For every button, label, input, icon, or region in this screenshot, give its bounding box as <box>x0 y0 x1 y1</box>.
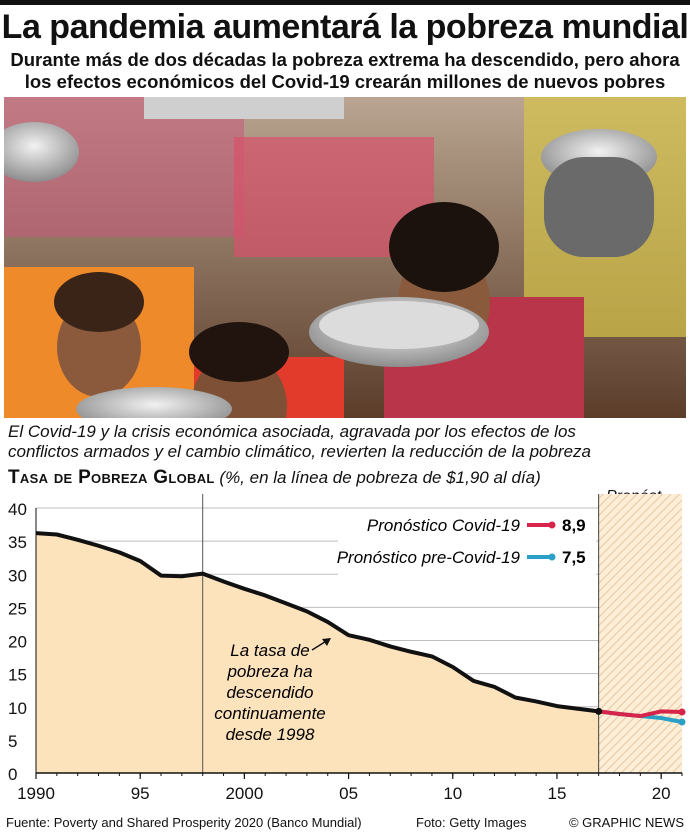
x-tick-label: 20 <box>652 784 671 803</box>
legend-value-covid: 8,9 <box>562 516 586 535</box>
page-title: La pandemia aumentará la pobreza mundial <box>1 8 689 46</box>
footer-photo-credit: Foto: Getty Images <box>416 815 527 830</box>
historic-series-line <box>35 531 599 714</box>
y-tick-label: 10 <box>8 699 27 718</box>
annotation-line-2: pobreza ha <box>226 662 312 681</box>
series-title: Tasa de Pobreza Global (%, en la línea d… <box>8 468 541 488</box>
x-tick-label: 10 <box>443 784 462 803</box>
subtitle-line-1: Durante más de dos décadas la pobreza ex… <box>10 49 680 70</box>
historic-end-marker <box>595 707 603 715</box>
caption-line-1: El Covid-19 y la crisis económica asocia… <box>8 422 576 441</box>
page-subtitle: Durante más de dos décadas la pobreza ex… <box>4 49 686 93</box>
chart-axes <box>35 494 683 779</box>
y-tick-label: 30 <box>8 566 27 585</box>
y-tick-label: 15 <box>8 666 27 685</box>
top-rule <box>0 0 690 5</box>
annotation-arrowhead <box>322 638 331 646</box>
covid-end-marker <box>678 708 686 716</box>
footer-brand: © GRAPHIC NEWS <box>568 815 684 830</box>
annotation-line-1: La tasa de <box>230 641 309 660</box>
covid-forecast-line <box>598 709 683 719</box>
photo-illustration <box>4 97 686 418</box>
x-tick-label: 1990 <box>17 784 55 803</box>
annotation-line-4: continuamente <box>214 704 326 723</box>
x-tick-label: 15 <box>548 784 567 803</box>
legend-dot-covid <box>548 521 556 529</box>
annotation-line-5: desde 1998 <box>226 725 315 744</box>
series-title-main: Tasa de Pobreza Global <box>8 467 215 488</box>
series-title-unit: (%, en la línea de pobreza de $1,90 al d… <box>219 468 541 487</box>
footer-source: Fuente: Poverty and Shared Prosperity 20… <box>6 815 362 830</box>
y-tick-label: 35 <box>8 533 27 552</box>
y-tick-label: 40 <box>8 500 27 519</box>
series-end-markers <box>595 707 686 726</box>
annotation-background <box>214 638 338 748</box>
y-tick-label: 0 <box>8 765 17 784</box>
annotation-line-3: descendido <box>227 683 314 702</box>
photo-children-with-bowls <box>4 97 686 418</box>
x-tick-label: 05 <box>339 784 358 803</box>
caption-line-2: conflictos armados y el cambio climático… <box>8 442 591 461</box>
legend-dot-precovid <box>548 553 556 561</box>
legend-label-covid: Pronóstico Covid-19 <box>367 516 521 535</box>
y-tick-label: 25 <box>8 599 27 618</box>
subtitle-line-2: los efectos económicos del Covid-19 crea… <box>24 71 666 92</box>
x-tick-label: 95 <box>131 784 150 803</box>
y-tick-label: 5 <box>8 732 17 751</box>
legend: Pronóstico Covid-19 8,9 Pronóstico pre-C… <box>337 512 596 576</box>
x-tick-label: 2000 <box>225 784 263 803</box>
y-tick-label: 20 <box>8 633 27 652</box>
caption: El Covid-19 y la crisis económica asocia… <box>8 422 688 462</box>
legend-label-precovid: Pronóstico pre-Covid-19 <box>337 548 521 567</box>
precovid-end-marker <box>678 718 686 726</box>
forecast-band <box>598 494 682 773</box>
annotation: La tasa de pobreza ha descendido continu… <box>214 638 338 748</box>
legend-value-precovid: 7,5 <box>562 548 586 567</box>
